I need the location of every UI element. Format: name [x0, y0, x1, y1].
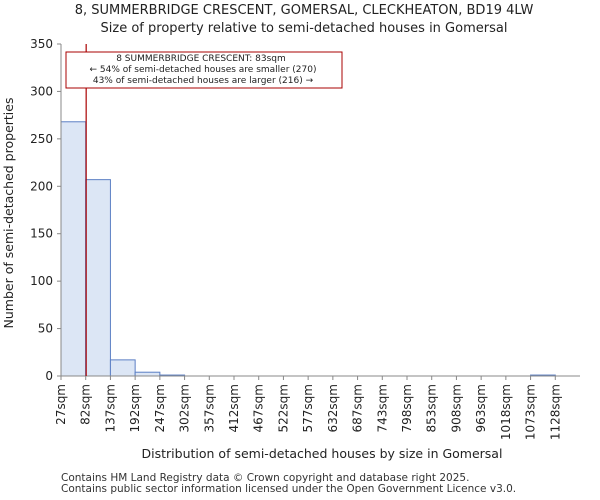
- x-tick-label: 743sqm: [375, 384, 389, 432]
- x-tick-label: 82sqm: [79, 384, 93, 425]
- x-tick-label: 908sqm: [449, 384, 463, 432]
- annotation-line-1: 8 SUMMERBRIDGE CRESCENT: 83sqm: [116, 54, 286, 64]
- annotation-box: 8 SUMMERBRIDGE CRESCENT: 83sqm ← 54% of …: [65, 51, 343, 89]
- bar-27sqm: [60, 121, 87, 377]
- bar-82sqm: [85, 179, 111, 377]
- x-tick-label: 247sqm: [153, 384, 167, 432]
- footer-line-1: Contains HM Land Registry data © Crown c…: [61, 472, 470, 484]
- y-tick-label: 150: [30, 227, 53, 241]
- x-tick-label: 412sqm: [227, 384, 241, 432]
- y-axis-label: Number of semi-detached properties: [1, 98, 16, 329]
- y-axis: 0 50 100 150 200 250 300 350: [30, 37, 61, 383]
- bar-137sqm: [109, 359, 136, 377]
- x-tick-label: 467sqm: [252, 384, 266, 432]
- x-axis-label: Distribution of semi-detached houses by …: [142, 446, 503, 461]
- y-tick-label: 250: [30, 132, 53, 146]
- x-tick-label: 632sqm: [326, 384, 340, 432]
- x-axis: 27sqm 82sqm 137sqm 192sqm 247sqm 302sqm 357sqm…: [54, 376, 562, 440]
- x-tick-label: 137sqm: [103, 384, 117, 432]
- chart-subtitle: Size of property relative to semi-detach…: [101, 21, 508, 36]
- x-tick-label: 192sqm: [128, 384, 142, 432]
- annotation-line-2: ← 54% of semi-detached houses are smalle…: [90, 65, 317, 75]
- annotation-frame: [65, 51, 343, 89]
- y-tick-label: 0: [45, 369, 53, 383]
- footer-line-2: Contains public sector information licen…: [61, 483, 517, 495]
- y-tick-label: 350: [30, 37, 53, 51]
- x-tick-label: 963sqm: [474, 384, 488, 432]
- x-tick-label: 687sqm: [351, 384, 365, 432]
- x-tick-label: 577sqm: [301, 384, 315, 432]
- chart-title: 8, SUMMERBRIDGE CRESCENT, GOMERSAL, CLEC…: [75, 3, 534, 18]
- x-tick-label: 27sqm: [54, 384, 68, 425]
- x-tick-label: 522sqm: [276, 384, 290, 432]
- x-tick-label: 357sqm: [202, 384, 216, 432]
- x-tick-label: 1018sqm: [499, 384, 513, 440]
- annotation-line-3: 43% of semi-detached houses are larger (…: [93, 76, 314, 86]
- y-tick-label: 300: [30, 84, 53, 98]
- bar-192sqm: [134, 371, 161, 377]
- x-tick-label: 1073sqm: [524, 384, 538, 440]
- x-tick-label: 1128sqm: [548, 384, 562, 440]
- y-tick-label: 50: [38, 322, 53, 336]
- x-tick-label: 302sqm: [178, 384, 192, 432]
- x-tick-label: 798sqm: [400, 384, 414, 432]
- bars-group: [60, 121, 556, 377]
- y-tick-label: 200: [30, 179, 53, 193]
- y-tick-label: 100: [30, 274, 53, 288]
- x-tick-label: 853sqm: [425, 384, 439, 432]
